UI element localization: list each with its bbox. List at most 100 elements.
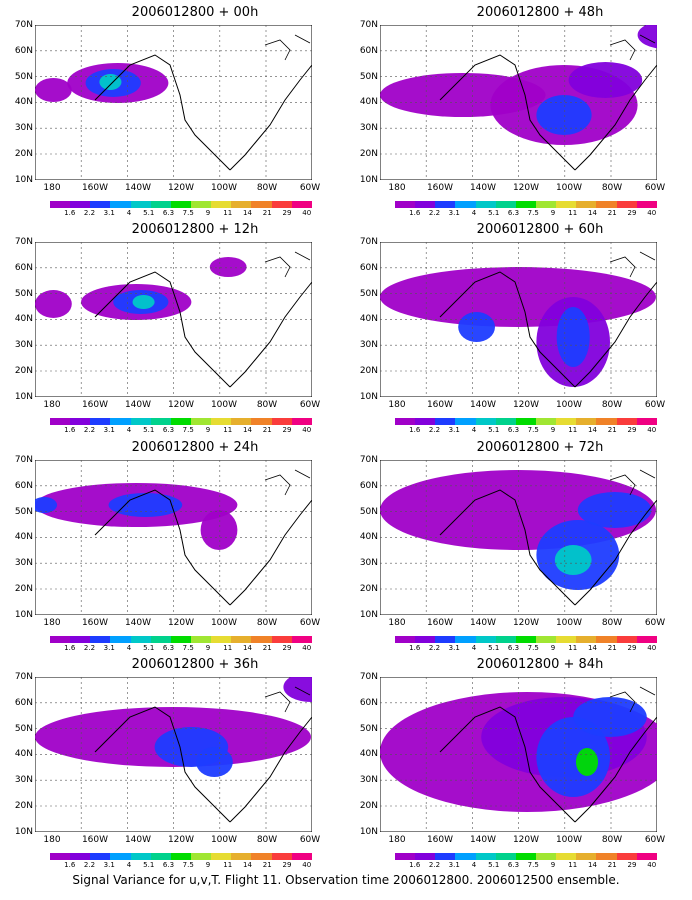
lat-tick-label: 10N <box>14 174 33 185</box>
colorbar-label: 4 <box>126 209 132 217</box>
colorbar-swatch <box>515 636 536 643</box>
colorbar-label: 4 <box>126 644 132 652</box>
colorbar-swatch <box>90 636 111 643</box>
colorbar-swatch <box>271 853 292 860</box>
lon-tick-label: 60W <box>644 835 666 845</box>
colorbar-label: 11 <box>568 209 578 217</box>
lon-tick-label: 180 <box>388 400 406 410</box>
colorbar-label: 9 <box>205 426 211 434</box>
colorbar-label: 40 <box>302 644 312 652</box>
colorbar-swatch <box>616 636 637 643</box>
colorbar-swatch <box>110 201 131 208</box>
colorbar-label: 14 <box>588 861 597 869</box>
colorbar-label: 29 <box>282 209 292 217</box>
lat-tick-label: 70N <box>14 20 33 30</box>
colorbar-label: 4 <box>471 426 477 434</box>
colorbar-label: 14 <box>588 426 597 434</box>
lat-tick-label: 50N <box>14 723 33 734</box>
colorbar-swatch <box>535 201 557 208</box>
colorbar-label: 3.1 <box>103 644 115 652</box>
colorbar-swatch <box>435 853 456 860</box>
colorbar-label: 3.1 <box>448 426 460 434</box>
lon-tick-label: 80W <box>601 183 623 193</box>
lat-tick-label: 20N <box>14 149 33 159</box>
lat-tick-label: 60N <box>359 262 378 273</box>
colorbar-swatch <box>535 853 557 860</box>
colorbar-label: 14 <box>243 644 252 652</box>
colorbar-label: 11 <box>223 861 233 869</box>
lat-tick-label: 30N <box>14 558 33 569</box>
colorbar-label: 4 <box>471 861 477 869</box>
lat-tick-label: 10N <box>14 609 33 620</box>
colorbar-label: 4 <box>471 209 477 217</box>
colorbar-label: 6.3 <box>507 644 520 652</box>
colorbar-swatch <box>130 201 151 208</box>
colorbar-swatch <box>170 201 191 208</box>
colorbar-label: 5.1 <box>488 861 500 869</box>
lon-tick-label: 120W <box>512 400 540 410</box>
colorbar-label: 3.1 <box>103 209 115 217</box>
lon-tick-label: 100W <box>555 618 583 628</box>
lon-tick-label: 100W <box>555 400 583 410</box>
lon-tick-label: 140W <box>469 400 497 410</box>
lon-tick-label: 160W <box>426 400 454 410</box>
lon-tick-label: 120W <box>512 835 540 845</box>
lon-tick-label: 140W <box>124 400 152 410</box>
lon-tick-label: 180 <box>43 183 61 193</box>
colorbar-swatch <box>231 636 252 643</box>
lon-tick-label: 180 <box>388 835 406 845</box>
colorbar-label: 9 <box>205 861 211 869</box>
colorbar-swatch <box>395 853 416 860</box>
colorbar-swatch <box>291 636 312 643</box>
lat-tick-label: 20N <box>359 801 378 811</box>
lat-tick-label: 30N <box>359 558 378 569</box>
colorbar-swatch <box>556 636 577 643</box>
map-panel: 2006012800 + 00h 70N 60N 50N 40N 30N 20N 10N 180… <box>15 5 355 217</box>
colorbar-swatch <box>50 418 71 425</box>
lon-tick-label: 120W <box>167 400 195 410</box>
colorbar-swatch <box>515 418 536 425</box>
colorbar-label: 40 <box>302 209 312 217</box>
colorbar-swatch <box>616 853 637 860</box>
colorbar-swatch <box>495 636 516 643</box>
lat-tick-label: 30N <box>359 775 378 786</box>
colorbar-swatch <box>495 201 516 208</box>
colorbar-swatch <box>636 201 657 208</box>
map-panel: 2006012800 + 72h 70N 60N 50N 40N 30N 20N 10N 180… <box>360 440 692 652</box>
colorbar-label: 4 <box>126 861 132 869</box>
colorbar-label: 7.5 <box>182 644 194 652</box>
colorbar-swatch <box>475 201 496 208</box>
colorbar-swatch <box>596 636 617 643</box>
lon-tick-label: 140W <box>469 183 497 193</box>
panel-title: 2006012800 + 84h <box>476 657 604 672</box>
colorbar-label: 21 <box>607 644 617 652</box>
colorbar-swatch <box>576 418 597 425</box>
colorbar-swatch <box>190 853 212 860</box>
lat-tick-label: 30N <box>359 340 378 351</box>
colorbar-swatch <box>515 853 536 860</box>
lon-tick-label: 120W <box>512 618 540 628</box>
colorbar-label: 7.5 <box>527 426 539 434</box>
colorbar-label: 14 <box>243 209 252 217</box>
colorbar <box>50 418 312 425</box>
colorbar-swatch <box>130 636 151 643</box>
colorbar-label: 5.1 <box>143 644 155 652</box>
lat-tick-label: 40N <box>14 749 33 760</box>
colorbar-swatch <box>455 201 476 208</box>
lon-tick-label: 140W <box>469 618 497 628</box>
map-panel: 2006012800 + 12h 70N 60N 50N 40N 30N 20N 10N 180… <box>15 222 355 434</box>
colorbar-label: 5.1 <box>488 426 500 434</box>
colorbar-swatch <box>110 853 131 860</box>
lon-tick-label: 140W <box>124 183 152 193</box>
colorbar-label: 6.3 <box>162 209 175 217</box>
colorbar-swatch <box>576 853 597 860</box>
colorbar-label: 14 <box>588 644 597 652</box>
colorbar-label: 29 <box>627 644 637 652</box>
colorbar-label: 40 <box>302 861 312 869</box>
lat-tick-label: 70N <box>359 237 378 247</box>
lat-tick-label: 70N <box>14 672 33 682</box>
map-area: 70N 60N 50N 40N 30N 20N 10N 180 160W 140W 120W 100W… <box>360 20 692 200</box>
lat-tick-label: 30N <box>14 775 33 786</box>
colorbar-label: 7.5 <box>182 861 194 869</box>
lon-tick-label: 140W <box>124 618 152 628</box>
